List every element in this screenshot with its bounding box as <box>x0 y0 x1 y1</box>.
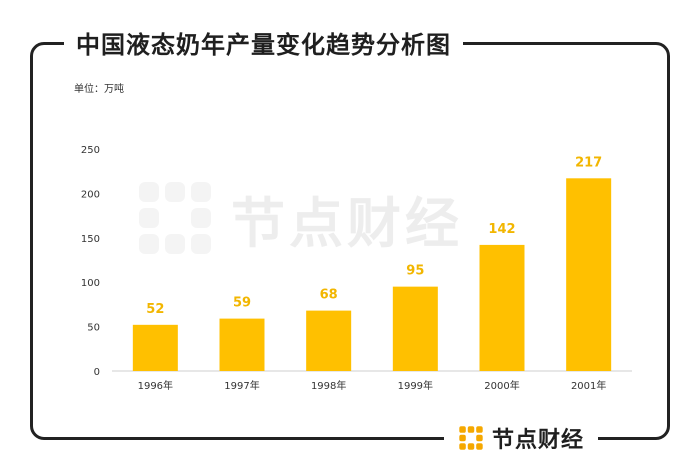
bar <box>219 318 265 371</box>
y-tick-label: 200 <box>81 189 100 200</box>
chart-title: 中国液态奶年产量变化趋势分析图 <box>76 30 451 59</box>
footer-brand: 节点财经 <box>444 418 599 458</box>
x-tick-label: 1996年 <box>138 379 173 392</box>
bar <box>306 310 352 371</box>
bar <box>132 324 178 371</box>
bar <box>392 286 438 371</box>
y-tick-label: 250 <box>81 145 100 156</box>
bar <box>566 178 612 371</box>
x-tick-label: 2001年 <box>571 379 606 392</box>
title-container: 中国液态奶年产量变化趋势分析图 <box>64 26 463 59</box>
y-tick-label: 150 <box>81 234 100 245</box>
brand-name: 节点财经 <box>492 428 585 453</box>
data-label: 59 <box>233 296 251 311</box>
bar <box>479 244 525 371</box>
y-tick-label: 0 <box>94 367 100 378</box>
x-tick-label: 1998年 <box>311 379 346 392</box>
y-tick-label: 100 <box>81 278 100 289</box>
x-tick-label: 1997年 <box>224 379 259 392</box>
data-label: 217 <box>575 155 602 170</box>
x-tick-label: 2000年 <box>484 379 519 392</box>
data-label: 68 <box>320 288 338 303</box>
y-tick-label: 50 <box>87 323 100 334</box>
x-tick-label: 1999年 <box>398 379 433 392</box>
unit-label: 单位：万吨 <box>74 84 124 95</box>
data-label: 52 <box>146 302 164 317</box>
brand-logo-icon <box>459 426 483 450</box>
data-label: 142 <box>488 222 515 237</box>
data-label: 95 <box>406 264 424 279</box>
